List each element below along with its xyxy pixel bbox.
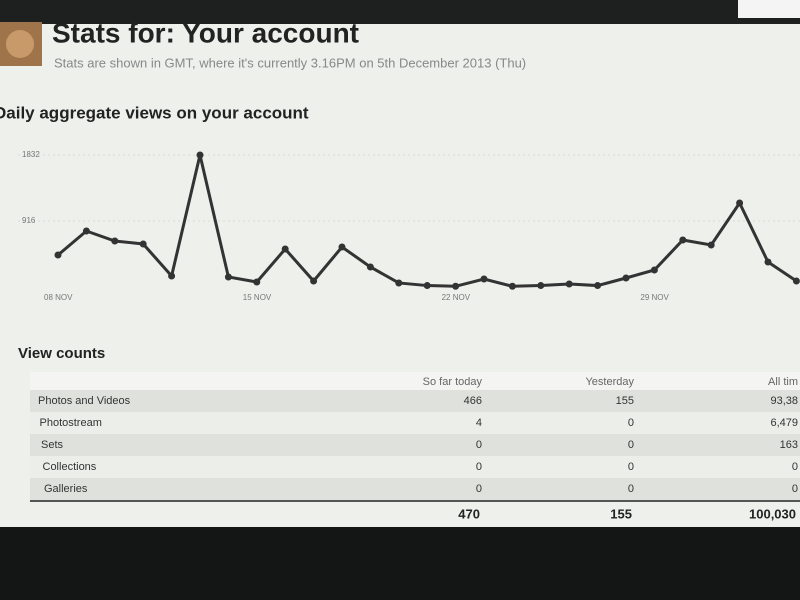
avatar-face — [6, 30, 34, 58]
total-value: 155 — [610, 506, 632, 521]
cell-value: 0 — [476, 439, 482, 451]
y-tick-label: 1832 — [22, 150, 40, 159]
data-point — [111, 237, 119, 245]
table-row — [30, 434, 800, 456]
cell-value: 0 — [476, 483, 482, 495]
cell-value: 4 — [476, 417, 482, 429]
row-label: Photostream — [40, 417, 102, 429]
data-point — [480, 275, 488, 283]
data-point — [508, 282, 516, 290]
cell-value: 93,38 — [770, 395, 798, 407]
data-point — [196, 151, 204, 159]
data-point — [594, 282, 602, 290]
table-row — [30, 478, 800, 500]
data-point — [224, 273, 232, 281]
cell-value: 0 — [792, 461, 798, 473]
data-point — [792, 277, 800, 285]
row-label: Collections — [43, 461, 97, 473]
x-tick-label: 08 NOV — [44, 293, 73, 302]
total-value: 100,030 — [749, 506, 796, 521]
y-tick-label: 916 — [22, 216, 36, 225]
table-row — [30, 456, 800, 478]
data-point — [679, 236, 687, 244]
cell-value: 0 — [628, 439, 634, 451]
x-tick-label: 15 NOV — [243, 293, 272, 302]
data-point — [423, 282, 431, 290]
table-title: View counts — [18, 345, 105, 362]
data-point — [139, 240, 147, 248]
table-row — [30, 390, 800, 412]
view-counts-table: So far today Yesterday All tim Photos and V… — [30, 372, 800, 521]
cell-value: 466 — [464, 395, 482, 407]
data-point — [650, 266, 658, 274]
page-subtitle: Stats are shown in GMT, where it's curre… — [54, 55, 526, 70]
cell-value: 0 — [628, 483, 634, 495]
cell-value: 0 — [476, 461, 482, 473]
x-tick-label: 22 NOV — [442, 293, 471, 302]
cell-value: 0 — [628, 461, 634, 473]
row-label: Photos and Videos — [38, 395, 131, 407]
cell-value: 163 — [780, 439, 798, 451]
column-header: Yesterday — [585, 376, 634, 388]
data-point — [82, 227, 90, 235]
row-label: Sets — [41, 439, 64, 451]
table-header-bg — [30, 372, 800, 390]
table-row — [30, 412, 800, 434]
data-point — [736, 199, 744, 207]
top-nav — [0, 0, 800, 24]
x-tick-label: 29 NOV — [640, 293, 669, 302]
data-point — [338, 243, 346, 251]
search-box[interactable] — [738, 0, 800, 18]
data-point — [54, 251, 62, 259]
column-header: All tim — [768, 376, 798, 388]
data-point — [764, 258, 772, 266]
data-point — [366, 263, 374, 271]
column-header: So far today — [423, 376, 483, 388]
cell-value: 0 — [792, 483, 798, 495]
data-point — [168, 272, 176, 280]
data-point — [452, 282, 460, 290]
data-point — [253, 278, 261, 286]
cell-value: 0 — [628, 417, 634, 429]
page-title: Stats for: Your account — [52, 17, 359, 48]
data-point — [537, 282, 545, 290]
data-point — [395, 279, 403, 287]
data-point — [310, 277, 318, 285]
data-point — [281, 245, 289, 253]
row-label: Galleries — [44, 483, 88, 495]
data-point — [707, 241, 715, 249]
data-point — [565, 280, 573, 288]
cell-value: 6,479 — [770, 417, 798, 429]
cell-value: 155 — [616, 395, 634, 407]
chart-title: Daily aggregate views on your account — [0, 103, 309, 122]
total-value: 470 — [458, 506, 480, 521]
data-point — [622, 274, 630, 282]
